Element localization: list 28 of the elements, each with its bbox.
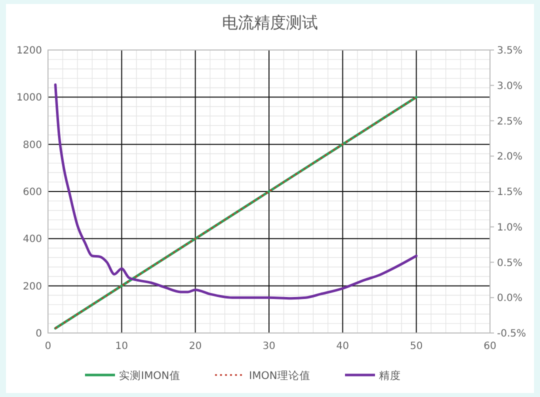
x-tick-label: 40 — [336, 341, 350, 352]
line-series — [54, 83, 418, 300]
y2-tick-label: 3.0% — [497, 80, 522, 92]
y2-tick-label: 0.5% — [497, 258, 522, 269]
x-tick-label: 20 — [188, 341, 202, 352]
legend-label: 精度 — [379, 369, 401, 382]
x-tick-label: 30 — [262, 341, 276, 352]
x-tick-label: 50 — [410, 341, 423, 352]
legend-label: IMON理论值 — [249, 370, 310, 382]
chart-title: 电流精度测试 — [222, 13, 318, 32]
y2-tick-label: 0.0% — [497, 293, 522, 304]
y-tick-label: 400 — [22, 234, 42, 246]
legend-label: 实测IMON值 — [119, 369, 180, 382]
y2-tick-label: 1.0% — [497, 222, 522, 234]
y2-tick-label: 2.0% — [497, 152, 522, 163]
y2-tick-label: 2.5% — [497, 116, 522, 128]
y-tick-label: 1000 — [16, 92, 42, 104]
y-tick-label: 0 — [36, 328, 42, 340]
y-tick-label: 800 — [22, 140, 42, 151]
x-tick-label: 10 — [115, 341, 128, 352]
y2-tick-label: 1.5% — [497, 187, 522, 198]
y-tick-label: 600 — [22, 187, 42, 198]
y2-tick-label: -0.5% — [497, 328, 526, 340]
y-tick-label: 200 — [22, 281, 42, 292]
y-tick-label: 1200 — [16, 46, 42, 56]
x-tick-label: 0 — [44, 341, 52, 352]
x-tick-label: 60 — [484, 341, 496, 352]
y2-tick-label: 3.5% — [497, 46, 522, 56]
